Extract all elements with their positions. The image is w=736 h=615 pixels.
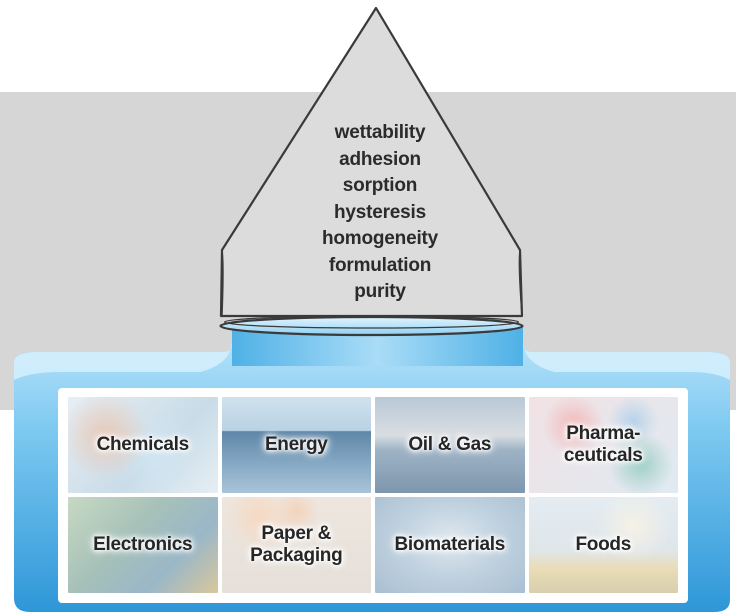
biomaterials-image [375, 497, 525, 593]
pharmaceuticals-image [528, 397, 678, 493]
tile-label-paper-packaging: Paper & Packaging [250, 523, 343, 566]
vessel-rim [14, 340, 232, 380]
property-formulation: formulation [328, 254, 432, 276]
tile-foods: Foods [528, 497, 678, 593]
tile-oil-gas: Oil & Gas [375, 397, 525, 493]
property-adhesion: adhesion [339, 148, 421, 170]
paper-packaging-image [221, 497, 371, 593]
tile-electronics: Electronics [68, 497, 218, 593]
tile-energy: Energy [221, 397, 371, 493]
tile-label-electronics: Electronics [93, 534, 193, 555]
tile-label-biomaterials: Biomaterials [394, 534, 506, 555]
tile-label-foods: Foods [575, 534, 632, 555]
tile-label-chemicals: Chemicals [96, 434, 190, 455]
oil-gas-image [375, 397, 525, 493]
tile-chemicals: Chemicals [68, 397, 218, 493]
tile-label-oil-gas: Oil & Gas [408, 434, 492, 455]
tile-biomaterials: Biomaterials [375, 497, 525, 593]
electronics-image [68, 497, 218, 593]
vessel-rim-right [523, 340, 730, 380]
industry-grid: Chemicals Energy Oil & Gas Pharma- ceuti… [68, 397, 678, 593]
surface-property-list: wettability adhesion sorption hysteresis… [280, 120, 480, 306]
property-purity: purity [354, 281, 406, 302]
property-homogeneity: homogeneity [321, 228, 439, 249]
property-hysteresis: hysteresis [333, 201, 426, 223]
probe-ring [219, 315, 524, 337]
foods-image [528, 497, 678, 593]
probe-cone-edge [221, 249, 523, 317]
probe-ring-inner [223, 315, 520, 329]
tile-label-pharmaceuticals: Pharma- ceuticals [563, 423, 643, 466]
property-sorption: sorption [342, 175, 418, 196]
chemicals-image [68, 397, 218, 493]
property-wettability: wettability [334, 122, 426, 143]
tile-pharmaceuticals: Pharma- ceuticals [528, 397, 678, 493]
energy-image [221, 397, 371, 493]
tile-label-energy: Energy [264, 434, 328, 455]
tile-paper-packaging: Paper & Packaging [221, 497, 371, 593]
